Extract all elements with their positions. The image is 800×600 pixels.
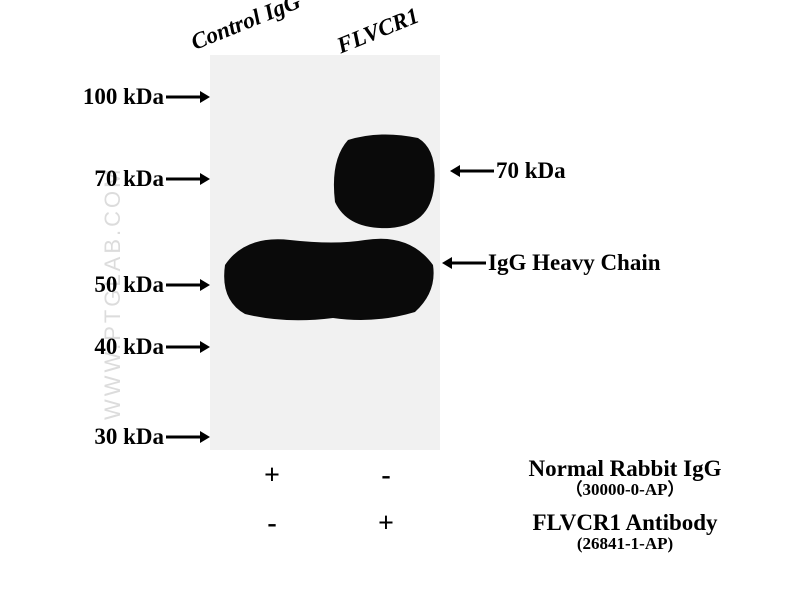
arrow-right-icon xyxy=(164,88,210,106)
arrow-left-icon xyxy=(442,254,488,272)
cond-label-normal-igg: Normal Rabbit IgG （30000-0-AP） xyxy=(470,456,780,500)
mw-40kda-label: 40 kDa xyxy=(94,334,164,360)
cond-r1-lane1: + xyxy=(248,460,296,492)
band-target-70kda xyxy=(330,132,440,232)
cond-label-flvcr1-ab-sub: (26841-1-AP) xyxy=(470,535,780,554)
figure-root: WWW.PTGLAB.COM Control IgG FLVCR1 100 kD… xyxy=(0,0,800,600)
pointer-70kda: 70 kDa xyxy=(450,158,566,184)
arrow-right-icon xyxy=(164,276,210,294)
mw-100kda-label: 100 kDa xyxy=(83,84,164,110)
mw-30kda-label: 30 kDa xyxy=(94,424,164,450)
cond-label-normal-igg-title: Normal Rabbit IgG xyxy=(470,456,780,481)
cond-r2-lane2: + xyxy=(362,508,410,540)
arrow-right-icon xyxy=(164,338,210,356)
cond-label-normal-igg-sub: （30000-0-AP） xyxy=(470,481,780,500)
cond-label-flvcr1-ab-title: FLVCR1 Antibody xyxy=(470,510,780,535)
pointer-igg-hc-label: IgG Heavy Chain xyxy=(488,250,661,276)
mw-50kda: 50 kDa xyxy=(0,272,210,298)
arrow-right-icon xyxy=(164,170,210,188)
mw-30kda: 30 kDa xyxy=(0,424,210,450)
pointer-igg-hc: IgG Heavy Chain xyxy=(442,250,661,276)
cond-label-flvcr1-ab: FLVCR1 Antibody (26841-1-AP) xyxy=(470,510,780,554)
lane-label-control: Control IgG xyxy=(187,0,304,56)
mw-40kda: 40 kDa xyxy=(0,334,210,360)
arrow-left-icon xyxy=(450,162,496,180)
pointer-70kda-label: 70 kDa xyxy=(496,158,566,184)
arrow-right-icon xyxy=(164,428,210,446)
cond-r2-lane1: - xyxy=(248,508,296,540)
mw-50kda-label: 50 kDa xyxy=(94,272,164,298)
mw-70kda: 70 kDa xyxy=(0,166,210,192)
cond-r1-lane2: - xyxy=(362,460,410,492)
band-igg-heavy-chain xyxy=(215,230,440,325)
lane-label-flvcr1: FLVCR1 xyxy=(333,3,423,59)
mw-70kda-label: 70 kDa xyxy=(94,166,164,192)
mw-100kda: 100 kDa xyxy=(0,84,210,110)
